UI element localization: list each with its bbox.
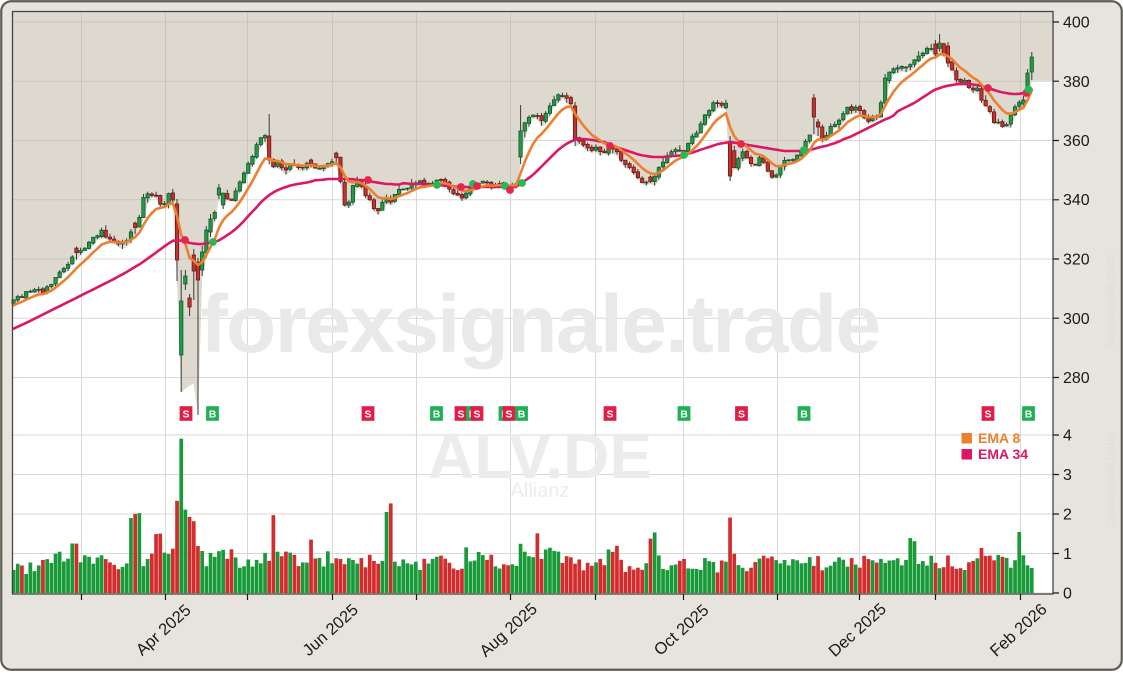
svg-text:S: S xyxy=(738,408,745,420)
svg-text:EMA 34: EMA 34 xyxy=(978,446,1028,462)
svg-text:B: B xyxy=(800,408,808,420)
svg-text:S: S xyxy=(457,408,464,420)
svg-text:S: S xyxy=(505,408,512,420)
svg-text:S: S xyxy=(473,408,480,420)
svg-text:300: 300 xyxy=(1063,311,1090,328)
svg-text:340: 340 xyxy=(1063,192,1090,209)
svg-text:S: S xyxy=(182,408,189,420)
svg-text:360: 360 xyxy=(1063,133,1090,150)
svg-text:3: 3 xyxy=(1063,467,1072,484)
svg-text:B: B xyxy=(209,408,217,420)
svg-text:EMA 8: EMA 8 xyxy=(978,430,1020,446)
svg-text:2: 2 xyxy=(1063,507,1072,524)
svg-text:1: 1 xyxy=(1063,546,1072,563)
svg-text:380: 380 xyxy=(1063,74,1090,91)
svg-text:4: 4 xyxy=(1063,428,1072,445)
svg-text:S: S xyxy=(606,408,613,420)
svg-text:S: S xyxy=(984,408,991,420)
svg-text:B: B xyxy=(1025,408,1033,420)
svg-text:B: B xyxy=(680,408,688,420)
svg-text:S: S xyxy=(364,408,371,420)
svg-text:Allianz: Allianz xyxy=(511,480,570,502)
svg-text:ALV.DE: ALV.DE xyxy=(428,420,652,492)
svg-text:400: 400 xyxy=(1063,15,1090,32)
svg-text:280: 280 xyxy=(1063,370,1090,387)
svg-text:forexsignale.trade: forexsignale.trade xyxy=(1103,432,1117,528)
svg-text:320: 320 xyxy=(1063,252,1090,269)
svg-text:forexsignale.trade: forexsignale.trade xyxy=(1103,252,1117,348)
svg-text:forexsignale.trade: forexsignale.trade xyxy=(200,279,879,370)
svg-text:B: B xyxy=(518,408,526,420)
svg-text:0: 0 xyxy=(1063,586,1072,603)
svg-text:B: B xyxy=(433,408,441,420)
